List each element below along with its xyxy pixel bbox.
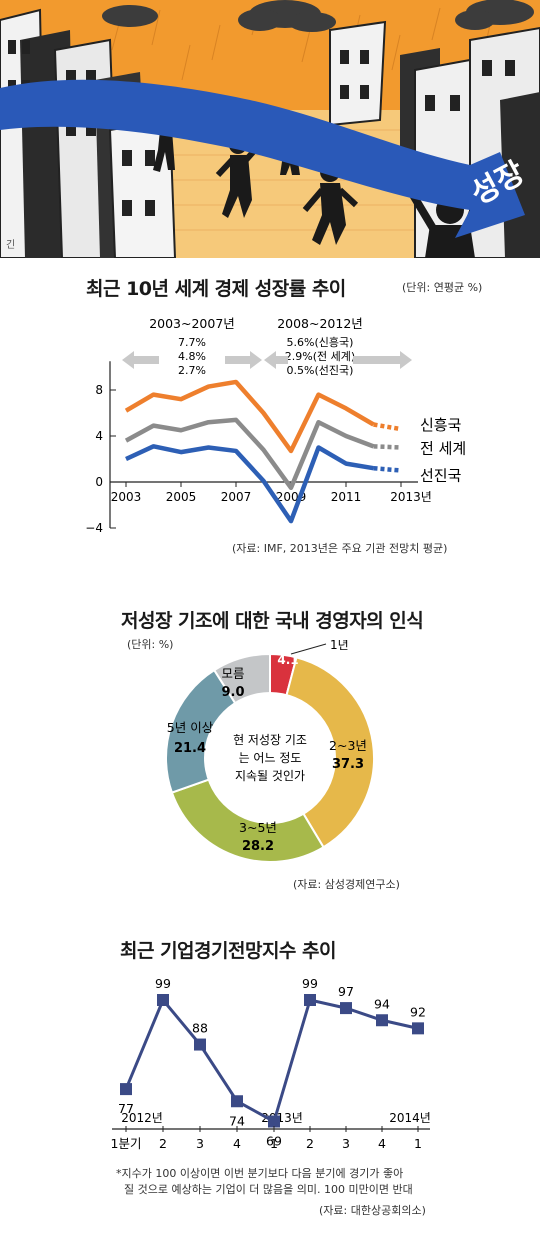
bsi-quarter-label: 4 xyxy=(233,1136,241,1151)
series-forecast-advanced xyxy=(373,465,402,473)
growth-y-tick-label: 8 xyxy=(95,383,103,397)
donut-hole xyxy=(204,692,336,824)
bsi-value-label: 94 xyxy=(374,996,390,1011)
bsi-quarter-label: 1 xyxy=(414,1136,422,1151)
growth-chart-title: 최근 10년 세계 경제 성장률 추이 xyxy=(86,278,346,300)
illustration: 성장 긴 xyxy=(0,0,540,258)
bsi-quarter-label: 3 xyxy=(196,1136,204,1151)
bsi-value-label: 88 xyxy=(192,1021,208,1036)
growth-y-tick-label: 0 xyxy=(95,475,103,489)
bsi-marker xyxy=(376,1014,388,1027)
storm-clouds xyxy=(102,0,534,32)
bsi-value-label: 99 xyxy=(302,976,318,991)
slice-1-year-label: 1년 xyxy=(330,640,349,652)
bsi-chart-source: (자료: 대한상공회의소) xyxy=(319,1204,426,1217)
growth-y-tick-label: 4 xyxy=(95,429,103,443)
bsi-quarter-label: 3 xyxy=(342,1136,350,1151)
period1-value-advanced: 2.7% xyxy=(178,364,206,377)
year-label-2014: 2014년 xyxy=(389,1111,431,1125)
growth-x-tick-label: 2007 xyxy=(221,490,252,504)
bsi-marker xyxy=(120,1083,132,1096)
bsi-chart-title: 최근 기업경기전망지수 추이 xyxy=(120,940,337,962)
slice-5plus-years-label: 5년 이상 xyxy=(167,720,214,735)
growth-x-tick-label: 2011 xyxy=(331,490,362,504)
donut-center-line-1: 현 저성장 기조 xyxy=(233,733,307,747)
ceo-chart-source: (자료: 삼성경제연구소) xyxy=(293,878,400,891)
bsi-marker xyxy=(412,1022,424,1035)
bsi-note-line-1: *지수가 100 이상이면 이번 분기보다 다음 분기에 경기가 좋아 xyxy=(116,1167,404,1180)
year-label-2012: 2012년 xyxy=(121,1111,163,1125)
bsi-quarter-label: 1분기 xyxy=(111,1136,142,1151)
growth-x-tick-label: 2005 xyxy=(166,490,197,504)
series-line-emerging xyxy=(124,379,375,454)
growth-chart-unit: (단위: 연평균 %) xyxy=(402,281,483,294)
bsi-marker xyxy=(231,1095,243,1108)
period1-label: 2003~2007년 xyxy=(149,316,235,331)
slice-1-year-leader xyxy=(290,643,327,655)
bsi-value-label: 99 xyxy=(155,976,171,991)
ceo-donut-chart: 현 저성장 기조 는 어느 정도 지속될 것인가 1년 4.1 2~3년 37.3 3~… xyxy=(165,640,375,863)
illustrator-signature: 긴 xyxy=(6,239,15,251)
legend-label-advanced: 선진국 xyxy=(420,467,462,485)
growth-banner-arrow xyxy=(0,79,525,238)
growth-x-tick-label: 2013년 xyxy=(390,490,432,504)
bsi-value-label: 74 xyxy=(229,1113,245,1128)
period2-value-world: 2.9%(전 세계) xyxy=(285,350,355,363)
legend-label-world: 전 세계 xyxy=(420,440,466,458)
bsi-marker xyxy=(340,1002,352,1015)
ceo-chart-title: 저성장 기조에 대한 국내 경영자의 인식 xyxy=(121,610,424,632)
bsi-line xyxy=(124,997,419,1124)
growth-x-tick-label: 2003 xyxy=(111,490,142,504)
slice-unknown-value: 9.0 xyxy=(221,685,244,700)
growth-y-tick-label: −4 xyxy=(85,521,103,535)
period2-label: 2008~2012년 xyxy=(277,316,363,331)
series-line-advanced xyxy=(125,444,374,524)
period1-value-world: 4.8% xyxy=(178,350,206,363)
bsi-marker xyxy=(268,1115,280,1128)
growth-line-chart: 2003~2007년 2008~2012년 7.7% 4.8% 2.7% 5.6… xyxy=(85,316,466,535)
period-range-arrows xyxy=(122,351,412,369)
series-forecast-world xyxy=(373,444,402,450)
bsi-value-label: 92 xyxy=(410,1004,426,1019)
bsi-marker xyxy=(304,994,316,1006)
slice-5plus-years-value: 21.4 xyxy=(174,741,206,756)
bsi-value-label: 97 xyxy=(338,984,354,999)
period1-value-emerging: 7.7% xyxy=(178,336,206,349)
slice-3-5-years-label: 3~5년 xyxy=(239,820,277,835)
bsi-value-label: 77 xyxy=(118,1101,134,1116)
bsi-quarter-label: 1 xyxy=(270,1136,278,1151)
donut-center-line-3: 지속될 것인가 xyxy=(235,769,305,783)
bsi-marker xyxy=(194,1038,206,1051)
bsi-marker xyxy=(157,994,169,1006)
bsi-quarter-label: 2 xyxy=(306,1136,314,1151)
donut-center-line-2: 는 어느 정도 xyxy=(239,751,302,765)
slice-2-3-years-label: 2~3년 xyxy=(329,738,367,753)
bsi-value-label: 69 xyxy=(266,1134,282,1149)
period2-value-emerging: 5.6%(신흥국) xyxy=(287,335,354,349)
legend-label-emerging: 신흥국 xyxy=(420,416,462,434)
slice-1-year-value: 4.1 xyxy=(277,653,298,667)
slice-3-5-years-value: 28.2 xyxy=(242,839,274,854)
bsi-quarter-label: 2 xyxy=(159,1136,167,1151)
slice-2-3-years-value: 37.3 xyxy=(332,757,364,772)
slice-unknown-label: 모름 xyxy=(221,666,244,681)
series-forecast-emerging xyxy=(373,422,402,432)
growth-chart-source: (자료: IMF, 2013년은 주요 기관 전망치 평균) xyxy=(232,542,448,555)
series-line-world xyxy=(124,417,375,490)
period2-value-advanced: 0.5%(선진국) xyxy=(287,364,354,377)
ceo-chart-unit: (단위: %) xyxy=(127,638,174,651)
bsi-quarter-label: 4 xyxy=(378,1136,386,1151)
bsi-note-line-2: 질 것으로 예상하는 기업이 더 많음을 의미. 100 미만이면 반대 xyxy=(124,1183,413,1196)
